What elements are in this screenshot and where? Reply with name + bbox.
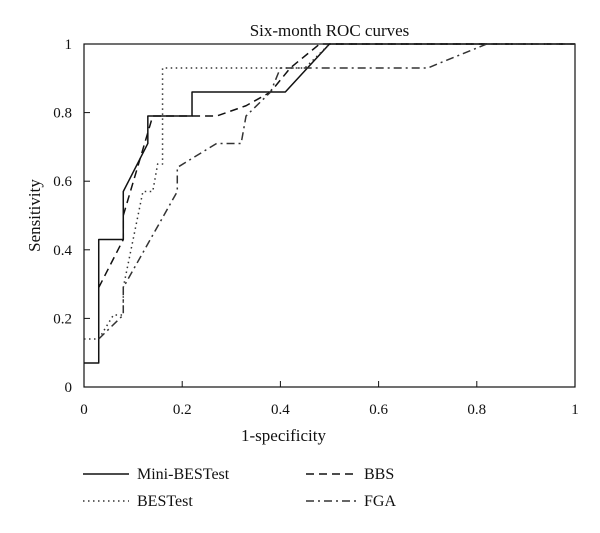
legend-label-mini-bestest: Mini-BESTest	[137, 466, 230, 483]
series-line-fga	[98, 43, 575, 340]
x-tick-label: 1	[571, 402, 579, 418]
x-tick-label: 0.2	[173, 402, 192, 418]
legend-label-bbs: BBS	[364, 466, 394, 483]
y-tick-label: 0.6	[53, 174, 72, 190]
y-axis-label: Sensitivity	[25, 179, 44, 252]
y-tick-label: 0	[65, 380, 73, 396]
series-line-mini-bestest	[84, 43, 575, 364]
x-tick-label: 0	[80, 402, 88, 418]
x-tick-label: 0.6	[369, 402, 388, 418]
y-tick-label: 0.2	[53, 311, 72, 327]
y-tick-label: 0.8	[53, 106, 72, 122]
series-line-bestest	[84, 43, 575, 340]
legend-label-bestest: BESTest	[137, 493, 193, 510]
y-tick-label: 1	[65, 37, 73, 53]
x-tick-label: 0.4	[271, 402, 290, 418]
chart-title: Six-month ROC curves	[250, 21, 410, 40]
legend-label-fga: FGA	[364, 493, 396, 510]
x-tick-label: 0.8	[467, 402, 486, 418]
plot-frame	[83, 43, 576, 388]
series-line-bbs	[98, 43, 575, 288]
x-axis-label: 1-specificity	[241, 426, 326, 445]
y-tick-label: 0.4	[53, 243, 72, 259]
